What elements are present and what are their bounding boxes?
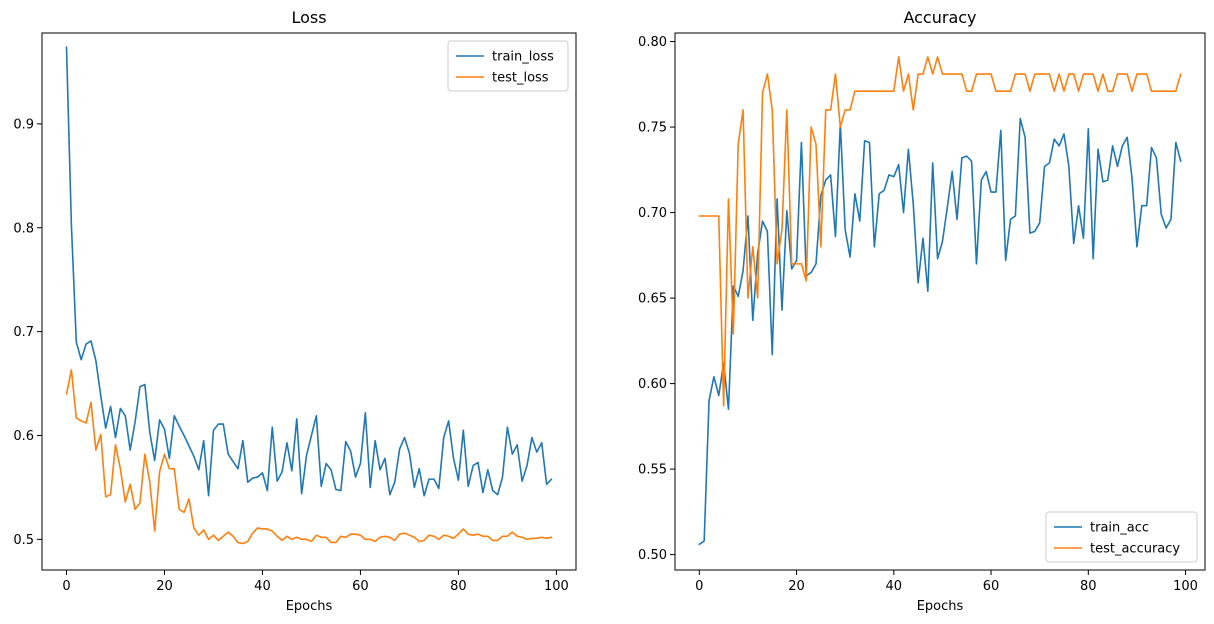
legend: train_acc test_accuracy <box>1045 511 1198 563</box>
x-tick-label: 40 <box>886 579 903 594</box>
x-axis-label: Epochs <box>917 599 964 614</box>
legend-box <box>1045 511 1198 563</box>
x-tick-label: 0 <box>62 579 70 594</box>
y-tick-label: 0.65 <box>638 292 667 307</box>
legend-box <box>447 40 569 92</box>
y-tick-label: 0.6 <box>13 429 34 444</box>
y-tick-label: 0.80 <box>638 35 667 50</box>
plot-area <box>675 33 1205 570</box>
chart-title: Accuracy <box>903 8 976 27</box>
legend-label-test_accuracy: test_accuracy <box>1090 542 1180 557</box>
x-tick-label: 0 <box>695 579 703 594</box>
x-tick-label: 60 <box>352 579 369 594</box>
y-tick-label: 0.70 <box>638 206 667 221</box>
y-tick-label: 0.7 <box>13 325 34 340</box>
legend-label-test_loss: test_loss <box>492 71 549 86</box>
x-tick-label: 100 <box>544 579 569 594</box>
y-tick-label: 0.5 <box>13 533 34 548</box>
y-tick-label: 0.60 <box>638 377 667 392</box>
chart-panel-0: 0 20 40 60 80 100 0.5 0.6 0.7 0.8 0.9 Loss Epochs tra… <box>13 8 577 614</box>
x-tick-label: 100 <box>1173 579 1198 594</box>
axes-frame <box>41 32 577 571</box>
x-tick-label: 60 <box>983 579 1000 594</box>
y-tick-label: 0.9 <box>13 117 34 132</box>
y-tick-label: 0.75 <box>638 121 667 136</box>
x-tick-label: 20 <box>788 579 805 594</box>
series-line-test_loss <box>65 369 553 545</box>
y-tick-label: 0.8 <box>13 221 34 236</box>
legend-label-train_acc: train_acc <box>1090 521 1149 536</box>
axes-frame <box>674 32 1206 571</box>
chart-panel-1: 0 20 40 60 80 100 0.50 0.55 0.60 0.65 0.70 0.75 0.80… <box>638 8 1206 614</box>
series-line-train_loss <box>65 46 553 497</box>
plot-area <box>42 33 576 570</box>
legend-label-train_loss: train_loss <box>492 50 554 65</box>
x-tick-label: 20 <box>156 579 173 594</box>
series-line-test_accuracy <box>698 56 1182 407</box>
chart-title: Loss <box>291 8 326 27</box>
x-tick-label: 80 <box>450 579 467 594</box>
legend: train_loss test_loss <box>447 40 569 92</box>
y-tick-label: 0.50 <box>638 548 667 563</box>
x-axis-label: Epochs <box>286 599 333 614</box>
x-tick-label: 40 <box>254 579 271 594</box>
series-line-train_acc <box>698 117 1182 546</box>
y-tick-label: 0.55 <box>638 463 667 478</box>
x-tick-label: 80 <box>1080 579 1097 594</box>
